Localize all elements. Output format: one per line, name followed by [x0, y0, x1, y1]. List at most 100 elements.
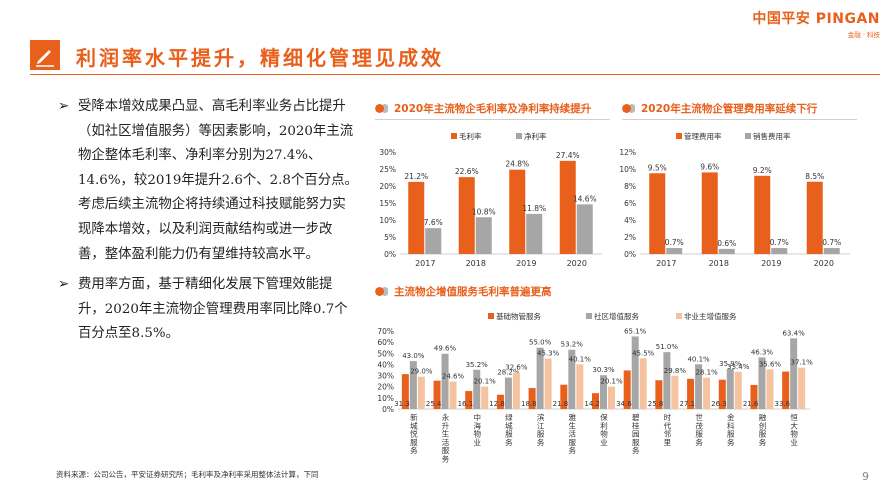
- legend-swatch: [516, 133, 522, 139]
- x-tick-label: 2018: [466, 259, 486, 268]
- x-tick-label: 金科服务: [727, 412, 735, 447]
- bar: [560, 384, 568, 409]
- bar: [798, 367, 806, 409]
- data-label: 40.1%: [687, 355, 710, 363]
- bar: [433, 380, 441, 409]
- legend-label: 销售费用率: [753, 131, 791, 141]
- data-label: 25.8%: [648, 400, 671, 408]
- y-tick-label: 10%: [377, 394, 394, 403]
- x-tick-label: 保利物业: [600, 413, 608, 447]
- bar: [608, 386, 615, 409]
- bar: [465, 391, 473, 409]
- bar: [473, 369, 481, 409]
- data-label: 21.8%: [553, 400, 576, 408]
- title-marker-icon: [375, 287, 388, 296]
- bar: [528, 388, 536, 409]
- bar: [758, 357, 766, 409]
- bar: [559, 160, 576, 254]
- x-tick-label: 滨江服务: [537, 412, 545, 447]
- y-tick-label: 12%: [619, 148, 636, 157]
- data-label: 14.2%: [584, 400, 607, 408]
- y-tick-label: 0%: [384, 250, 396, 259]
- x-tick-label: 2019: [761, 259, 781, 268]
- x-tick-label: 2017: [415, 259, 435, 268]
- data-label: 11.8%: [522, 204, 546, 213]
- bar: [526, 213, 543, 254]
- data-label: 29.0%: [410, 368, 433, 376]
- data-label: 43.0%: [402, 352, 425, 360]
- bar: [504, 377, 512, 409]
- data-label: 37.1%: [791, 359, 814, 367]
- y-tick-label: 20%: [377, 383, 394, 392]
- data-label: 40.1%: [569, 355, 592, 363]
- x-tick-label: 2019: [516, 259, 536, 268]
- bar: [726, 368, 734, 409]
- legend-label: 基础物管服务: [496, 311, 541, 321]
- data-label: 35.2%: [466, 361, 489, 369]
- bullet-text: 受降本增效成果凸显、高毛利率业务占比提升（如社区增值服务）等因素影响，2020年…: [78, 99, 358, 262]
- bullet-list: ➢ 受降本增效成果凸显、高毛利率业务占比提升（如社区增值服务）等因素影响，202…: [58, 95, 358, 353]
- logo-sub-text: 金融 · 科技: [847, 31, 880, 39]
- bar: [401, 374, 409, 409]
- legend-label: 净利率: [524, 131, 547, 141]
- bar: [649, 173, 666, 254]
- legend-label: 毛利率: [459, 131, 482, 141]
- bar: [734, 371, 742, 409]
- y-tick-label: 10%: [619, 165, 636, 174]
- y-tick-label: 70%: [377, 327, 394, 336]
- data-label: 9.6%: [700, 162, 719, 171]
- bar: [663, 352, 671, 409]
- data-label: 9.2%: [753, 166, 772, 175]
- pen-icon: [30, 40, 60, 70]
- y-tick-label: 20%: [379, 182, 396, 191]
- data-label: 46.3%: [751, 348, 774, 356]
- bar: [512, 372, 520, 409]
- bar: [509, 169, 526, 254]
- data-label: 20.1%: [474, 378, 497, 386]
- bar: [441, 353, 449, 409]
- x-tick-label: 2020: [814, 259, 834, 268]
- bar: [771, 248, 788, 254]
- y-tick-label: 30%: [377, 372, 394, 381]
- x-tick-label: 永升生活服务: [442, 412, 450, 464]
- bar: [750, 384, 758, 409]
- bar: [671, 375, 679, 409]
- title-underline: [30, 74, 880, 75]
- title-marker-icon: [622, 104, 635, 113]
- bar: [666, 248, 683, 254]
- bar: [408, 181, 425, 254]
- data-label: 33.4%: [727, 363, 750, 371]
- logo-main-text: 中国平安 PINGAN: [752, 11, 880, 27]
- y-tick-label: 15%: [379, 199, 396, 208]
- x-tick-label: 时代邻里: [664, 412, 672, 447]
- data-label: 29.8%: [664, 367, 687, 375]
- data-label: 34.6%: [616, 400, 639, 408]
- bar: [790, 338, 798, 409]
- legend-label: 社区增值服务: [594, 311, 639, 321]
- legend-label: 非业主增值服务: [684, 311, 737, 321]
- data-label: 63.4%: [783, 329, 806, 337]
- bar: [458, 177, 475, 254]
- chart2-title: 2020年主流物企管理费用率延续下行: [622, 101, 817, 116]
- bar: [754, 175, 771, 254]
- title-bar: 利润率水平提升，精细化管理见成效: [0, 40, 889, 76]
- chart1-title-rule: [375, 119, 610, 120]
- bar: [449, 381, 457, 409]
- data-label: 45.3%: [537, 350, 560, 358]
- bar: [823, 248, 840, 254]
- bar: [417, 376, 425, 409]
- bar: [766, 369, 774, 409]
- bullet-item: ➢ 受降本增效成果凸显、高毛利率业务占比提升（如社区增值服务）等因素影响，202…: [58, 95, 358, 267]
- legend-label: 管理费用率: [684, 131, 722, 141]
- data-label: 28.1%: [695, 369, 718, 377]
- data-label: 30.3%: [592, 366, 615, 374]
- bar: [475, 217, 492, 254]
- data-label: 45.5%: [632, 349, 655, 357]
- bar: [592, 393, 599, 409]
- x-tick-label: 世茂服务: [695, 412, 703, 447]
- page-title: 利润率水平提升，精细化管理见成效: [76, 46, 444, 70]
- data-label: 0.6%: [717, 239, 736, 248]
- data-label: 9.5%: [648, 163, 667, 172]
- data-label: 14.6%: [573, 194, 597, 203]
- bar: [481, 386, 489, 409]
